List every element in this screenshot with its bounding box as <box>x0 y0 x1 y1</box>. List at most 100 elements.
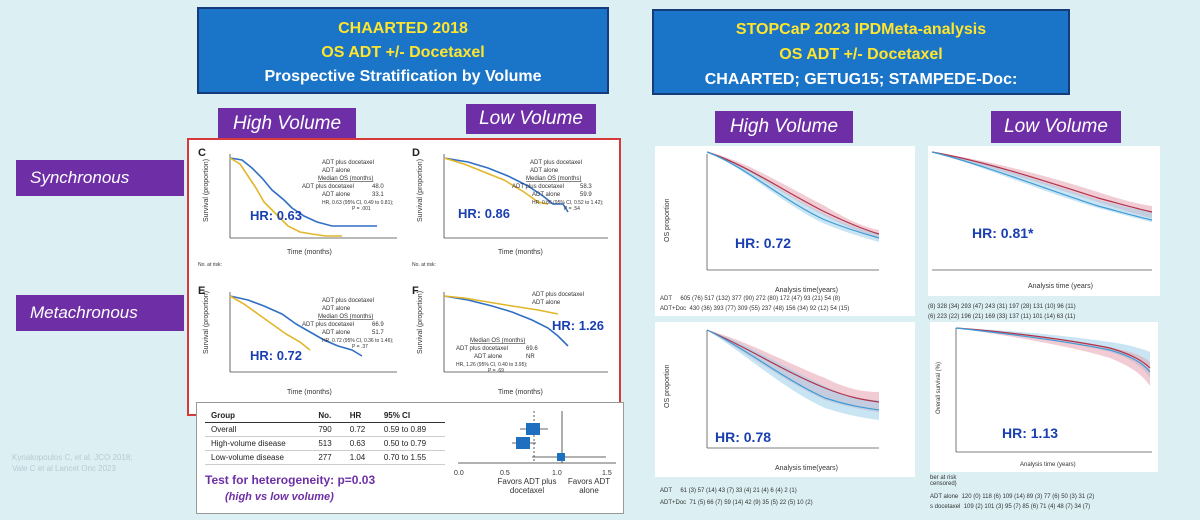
svg-text:No. at risk:: No. at risk: <box>412 262 436 268</box>
km-panel-C: C Survival (proportion) Time (months) AD… <box>198 147 397 268</box>
svg-text:ADT plus docetaxel: ADT plus docetaxel <box>530 160 582 166</box>
stopcap-panel-meta-low: Overall survival (%) HR: 1.13 Analysis t… <box>930 322 1158 472</box>
table-row: Overall 790 0.72 0.59 to 0.89 <box>205 422 445 437</box>
svg-text:HR, 1.26 (95% CI, 0.40 to 3.95: HR, 1.26 (95% CI, 0.40 to 3.95); <box>456 362 527 368</box>
svg-text:P = .54: P = .54 <box>564 206 580 212</box>
col-hr: HR <box>343 409 378 423</box>
risk-row-doc-meta-high: ADT+Doc 71 (5) 66 (7) 59 (14) 42 (9) 35 … <box>660 500 813 506</box>
svg-text:HR, 0.63 (95% CI, 0.49 to 0.81: HR, 0.63 (95% CI, 0.49 to 0.81); <box>322 200 393 206</box>
panel-letter-D: D <box>412 147 420 159</box>
hr-value-meta-high: HR: 0.78 <box>715 429 771 445</box>
svg-text:Median OS (months): Median OS (months) <box>526 176 581 182</box>
risk-row-b-meta-low: s docetaxel 109 (2) 101 (3) 95 (7) 85 (6… <box>930 504 1091 510</box>
right-header-title: STOPCaP 2023 IPDMeta-analysis <box>735 21 987 38</box>
svg-text:Time (months): Time (months) <box>498 249 543 256</box>
col-group: Group <box>205 409 313 423</box>
risk-row-b-sync-low: (6) 223 (22) 196 (21) 169 (33) 137 (11) … <box>928 314 1076 320</box>
svg-text:Time (months): Time (months) <box>287 249 332 256</box>
label-metachronous: Metachronous <box>16 295 184 331</box>
svg-text:ADT alone: ADT alone <box>530 168 559 174</box>
svg-text:ADT plus docetaxel: ADT plus docetaxel <box>322 160 374 166</box>
svg-text:ADT alone: ADT alone <box>322 330 351 336</box>
svg-text:OS proportion: OS proportion <box>664 364 671 408</box>
svg-text:P = .69: P = .69 <box>488 368 504 374</box>
svg-text:1.5: 1.5 <box>602 470 612 477</box>
svg-text:Median OS (months): Median OS (months) <box>318 314 373 320</box>
svg-text:58.3: 58.3 <box>580 184 592 190</box>
label-high-volume-right: High Volume <box>715 111 853 143</box>
svg-text:NR: NR <box>526 354 535 360</box>
svg-text:HR, 0.86 (95% CI, 0.52 to 1.42: HR, 0.86 (95% CI, 0.52 to 1.42); <box>532 200 603 206</box>
hr-value-sync-low: HR: 0.81* <box>972 225 1034 241</box>
panel-letter-E: E <box>198 285 205 297</box>
hr-value-C: HR: 0.63 <box>250 208 302 223</box>
right-header-subtitle: OS ADT +/- Docetaxel <box>779 46 943 63</box>
forest-plot: 0.0 0.5 1.0 1.5 <box>454 411 616 477</box>
hr-value-meta-low: HR: 1.13 <box>1002 425 1058 441</box>
svg-text:Analysis time(years): Analysis time(years) <box>775 287 838 294</box>
svg-text:59.9: 59.9 <box>580 192 592 198</box>
chaarted-km-figure <box>187 138 621 416</box>
risk-row-a-sync-low: (8) 328 (34) 293 (47) 243 (31) 197 (28) … <box>928 304 1076 310</box>
svg-text:Median OS (months): Median OS (months) <box>470 338 525 344</box>
svg-text:Survival (proportion): Survival (proportion) <box>417 159 424 222</box>
label-synchronous: Synchronous <box>16 160 184 196</box>
svg-text:ADT plus docetaxel: ADT plus docetaxel <box>456 346 508 352</box>
svg-text:48.0: 48.0 <box>372 184 384 190</box>
svg-text:ADT plus docetaxel: ADT plus docetaxel <box>302 184 354 190</box>
svg-text:ADT plus docetaxel: ADT plus docetaxel <box>302 322 354 328</box>
hr-value-sync-high: HR: 0.72 <box>735 235 791 251</box>
svg-text:ADT alone: ADT alone <box>474 354 503 360</box>
left-header-subtitle: OS ADT +/- Docetaxel <box>321 44 485 61</box>
km-panel-E: E Survival (proportion) Time (months) AD… <box>198 285 397 396</box>
heterogeneity-test: Test for heterogeneity: p=0.03 <box>205 473 376 487</box>
col-ci: 95% CI <box>377 409 445 423</box>
svg-text:ADT alone: ADT alone <box>532 300 561 306</box>
svg-text:ADT alone: ADT alone <box>322 306 351 312</box>
svg-text:51.7: 51.7 <box>372 330 384 336</box>
col-no: No. <box>312 409 344 423</box>
svg-text:1.0: 1.0 <box>552 470 562 477</box>
risk-row-adt-meta-high: ADT 61 (3) 57 (14) 43 (7) 33 (4) 21 (4) … <box>660 488 797 494</box>
left-header-title: CHAARTED 2018 <box>338 20 468 37</box>
stopcap-panel-sync-high: OS proportion HR: 0.72 Analysis time(yea… <box>655 146 915 316</box>
svg-text:Analysis time(years): Analysis time(years) <box>775 465 838 472</box>
svg-text:OS proportion: OS proportion <box>664 198 671 242</box>
svg-text:0.5: 0.5 <box>500 470 510 477</box>
svg-text:HR, 0.72 (95% CI, 0.36 to 1.46: HR, 0.72 (95% CI, 0.36 to 1.46); <box>322 338 393 344</box>
svg-text:ADT plus docetaxel: ADT plus docetaxel <box>512 184 564 190</box>
panel-letter-C: C <box>198 147 206 159</box>
svg-text:ADT plus docetaxel: ADT plus docetaxel <box>322 298 374 304</box>
svg-text:No. at risk:: No. at risk: <box>198 262 222 268</box>
hr-value-F: HR: 1.26 <box>552 318 604 333</box>
svg-text:Time (months): Time (months) <box>287 389 332 396</box>
hr-value-D: HR: 0.86 <box>458 206 510 221</box>
km-panel-F: F Survival (proportion) Time (months) AD… <box>412 285 608 396</box>
table-row: Low-volume disease 277 1.04 0.70 to 1.55 <box>205 450 445 465</box>
svg-text:Analysis time (years): Analysis time (years) <box>1020 462 1076 468</box>
left-header: CHAARTED 2018 OS ADT +/- Docetaxel Prosp… <box>197 7 609 94</box>
right-header-caption: CHAARTED; GETUG15; STAMPEDE-Doc: <box>704 71 1018 88</box>
risk-row-adt-sync-high: ADT 605 (76) 517 (132) 377 (90) 272 (80)… <box>660 296 841 302</box>
svg-text:ADT alone: ADT alone <box>532 192 561 198</box>
label-high-volume-left: High Volume <box>218 108 356 140</box>
forest-marker-low <box>557 453 565 461</box>
svg-text:69.6: 69.6 <box>526 346 538 352</box>
svg-text:ADT alone: ADT alone <box>322 168 351 174</box>
forest-marker-overall <box>526 423 540 435</box>
km-panel-D: D Survival (proportion) Time (months) AD… <box>412 147 608 268</box>
favors-right-label: Favors ADT alone <box>567 477 611 495</box>
label-low-volume-left: Low Volume <box>466 104 596 134</box>
label-low-volume-right: Low Volume <box>991 111 1121 143</box>
svg-text:66.9: 66.9 <box>372 322 384 328</box>
svg-text:Survival (proportion): Survival (proportion) <box>417 291 424 354</box>
svg-text:Analysis time (years): Analysis time (years) <box>1028 283 1093 290</box>
svg-text:Survival (proportion): Survival (proportion) <box>203 291 210 354</box>
svg-text:Time (months): Time (months) <box>498 389 543 396</box>
table-row: High-volume disease 513 0.63 0.50 to 0.79 <box>205 436 445 451</box>
svg-text:33.1: 33.1 <box>372 192 384 198</box>
right-header: STOPCaP 2023 IPDMeta-analysis OS ADT +/-… <box>652 9 1070 95</box>
stopcap-panel-meta-high: OS proportion HR: 0.78 Analysis time(yea… <box>655 322 915 477</box>
risk-header-meta-low: ber at risk censored) <box>930 475 957 487</box>
svg-text:P = .001: P = .001 <box>352 206 371 212</box>
